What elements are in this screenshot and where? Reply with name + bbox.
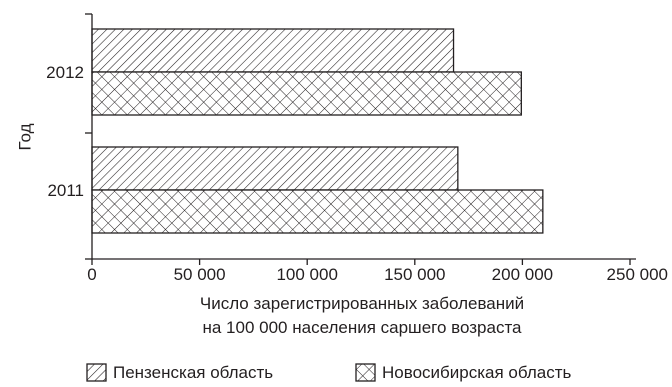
- x-tick-label: 0: [87, 265, 96, 284]
- legend-label-novosibirsk: Новосибирская область: [382, 363, 571, 382]
- y-tick-label-2012: 2012: [46, 63, 84, 82]
- y-tick-label-2011: 2011: [47, 181, 84, 200]
- x-axis-title-line-1: Число зарегистрированных заболеваний: [200, 294, 524, 313]
- bar-2011-series-1: [91, 189, 544, 234]
- y-axis-title: Год: [15, 123, 34, 150]
- legend-swatch-penza: [86, 363, 107, 382]
- bar-2012-series-1: [91, 71, 522, 116]
- bar-2011-series-0: [91, 146, 459, 191]
- x-tick-label: 150 000: [384, 265, 445, 284]
- x-tick-label: 250 000: [607, 265, 668, 284]
- bar-2012-series-0: [91, 28, 455, 73]
- x-ticks-group: 0 50 000 100 000 150 000 200 000 250 000: [87, 259, 668, 284]
- y-ticks-group: 2012 2011: [46, 13, 92, 260]
- bars-group: [91, 28, 544, 234]
- x-tick-label: 100 000: [276, 265, 337, 284]
- x-tick-label: 50 000: [174, 265, 226, 284]
- x-axis-title-line-2: на 100 000 населения саршего возраста: [202, 318, 522, 337]
- x-tick-label: 200 000: [492, 265, 553, 284]
- legend: Пензенская область Новосибирская область: [86, 363, 571, 382]
- legend-label-penza: Пензенская область: [113, 363, 273, 382]
- legend-swatch-novosibirsk: [355, 363, 376, 382]
